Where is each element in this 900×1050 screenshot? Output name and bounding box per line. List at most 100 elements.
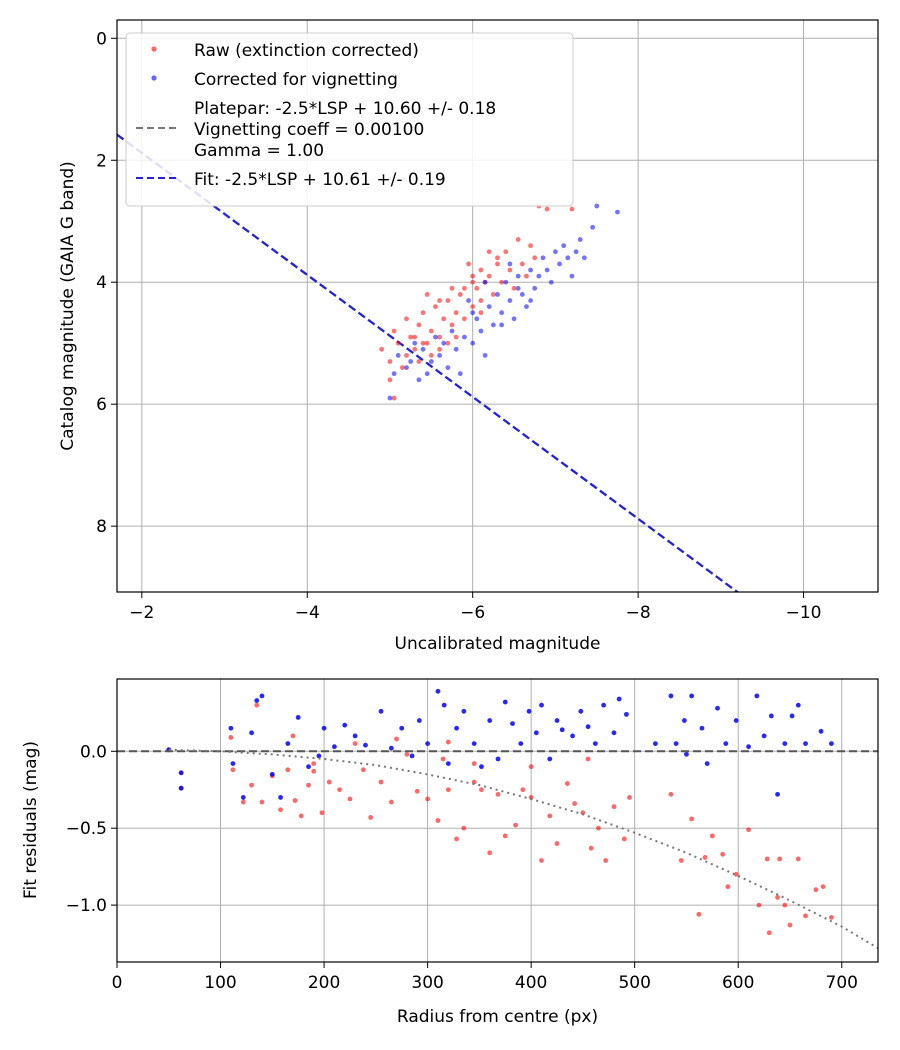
bottom-corrected-point: [570, 733, 575, 739]
top-raw-point: [433, 304, 438, 310]
bottom-raw-point: [689, 816, 695, 822]
bottom-corrected-point: [715, 705, 720, 711]
bottom-raw-point: [502, 833, 508, 839]
top-raw-point: [404, 352, 409, 358]
top-corrected-point: [548, 279, 554, 285]
top-raw-point: [486, 273, 492, 279]
top-corrected-point: [457, 371, 463, 377]
bottom-corrected-point: [547, 756, 553, 762]
top-corrected-point: [540, 255, 546, 261]
top-corrected-point: [428, 359, 434, 364]
bottom-x-tick-label: 600: [722, 973, 754, 993]
top-corrected-point: [437, 352, 442, 358]
bottom-corrected-point: [559, 727, 565, 733]
legend-label: Raw (extinction corrected): [194, 41, 419, 61]
top-x-axis-label: Uncalibrated magnitude: [395, 634, 601, 654]
top-corrected-point: [581, 255, 587, 261]
legend-label: Corrected for vignetting: [194, 70, 398, 90]
top-corrected-point: [474, 316, 480, 322]
top-raw-point: [412, 334, 418, 340]
bottom-corrected-point: [332, 744, 337, 750]
top-raw-point: [528, 243, 533, 249]
bottom-corrected-point: [668, 693, 674, 699]
top-corrected-point: [499, 322, 505, 328]
bottom-raw-point: [487, 850, 493, 856]
bottom-raw-point: [240, 799, 246, 805]
top-corrected-point: [536, 273, 542, 279]
top-fit-line-fit: [117, 133, 740, 592]
top-y-axis-label: Catalog magnitude (GAIA G band): [58, 161, 78, 451]
bottom-raw-point: [445, 739, 451, 745]
top-raw-point: [490, 292, 496, 297]
bottom-raw-point: [230, 767, 236, 773]
top-raw-point: [499, 279, 505, 285]
bottom-x-tick-label: 100: [204, 973, 236, 993]
top-corrected-point: [424, 371, 430, 377]
top-corrected-point: [565, 255, 571, 261]
top-raw-point: [457, 292, 463, 297]
bottom-plot-area: [117, 688, 878, 950]
bottom-raw-point: [285, 767, 291, 773]
top-raw-point: [519, 261, 525, 267]
bottom-raw-point: [461, 825, 467, 831]
top-corrected-point: [573, 249, 579, 255]
bottom-y-tick-label: −1.0: [66, 896, 107, 916]
top-raw-point: [445, 298, 451, 303]
bottom-corrected-point: [518, 741, 524, 746]
top-raw-point: [387, 359, 393, 364]
top-raw-point: [412, 346, 418, 352]
bottom-corrected-point: [399, 725, 405, 731]
bottom-y-tick-label: −0.5: [66, 819, 107, 839]
bottom-raw-point: [440, 756, 446, 762]
bottom-corrected-point: [228, 725, 234, 731]
top-raw-point: [449, 285, 455, 291]
top-corrected-point: [519, 292, 525, 297]
top-raw-point: [453, 310, 459, 316]
legend-label: Vignetting coeff = 0.00100: [194, 120, 424, 140]
bottom-raw-point: [746, 827, 751, 833]
bottom-corrected-point: [278, 795, 283, 800]
legend-label: Platepar: -2.5*LSP + 10.60 +/- 0.18: [194, 99, 496, 119]
bottom-corrected-point: [479, 764, 484, 770]
bottom-raw-point: [766, 930, 772, 936]
bottom-raw-point: [813, 887, 819, 893]
top-raw-point: [470, 304, 476, 310]
bottom-corrected-point: [746, 744, 751, 750]
top-corrected-point: [466, 298, 471, 303]
top-corrected-point: [449, 328, 455, 334]
top-raw-point: [399, 365, 405, 370]
bottom-chart: 0 100 200 300 400 500 600 700 0.0 −0.5 −1.0 Radius…: [21, 678, 879, 1027]
bottom-raw-point: [803, 913, 808, 919]
bottom-x-axis-label: Radius from centre (px): [397, 1007, 598, 1027]
bottom-corrected-point: [684, 751, 689, 757]
bottom-corrected-point: [689, 693, 695, 699]
top-corrected-point: [482, 352, 488, 358]
top-corrected-point: [590, 224, 596, 230]
bottom-corrected-point: [782, 741, 788, 746]
bottom-raw-point: [520, 787, 526, 793]
bottom-corrected-point: [795, 702, 801, 708]
bottom-raw-point: [547, 813, 553, 819]
top-raw-point: [503, 249, 509, 255]
bottom-corrected-point: [733, 718, 739, 723]
top-corrected-point: [486, 304, 492, 310]
bottom-raw-point: [388, 799, 394, 805]
top-raw-point: [449, 322, 455, 328]
top-corrected-point: [569, 273, 575, 279]
top-corrected-point: [495, 292, 500, 297]
bottom-corrected-point: [704, 761, 710, 766]
bottom-corrected-point: [435, 688, 441, 694]
top-corrected-point: [577, 237, 583, 242]
top-corrected-point: [544, 267, 550, 273]
top-corrected-point: [511, 316, 517, 322]
top-corrected-point: [478, 328, 484, 334]
top-raw-point: [404, 316, 409, 322]
top-raw-point: [441, 316, 447, 322]
top-raw-point: [470, 279, 476, 285]
legend-label: Gamma = 1.00: [194, 141, 324, 161]
bottom-x-tick-label: 300: [411, 973, 443, 993]
bottom-corrected-point: [539, 702, 544, 708]
bottom-corrected-point: [316, 753, 322, 759]
bottom-corrected-point: [754, 693, 760, 699]
